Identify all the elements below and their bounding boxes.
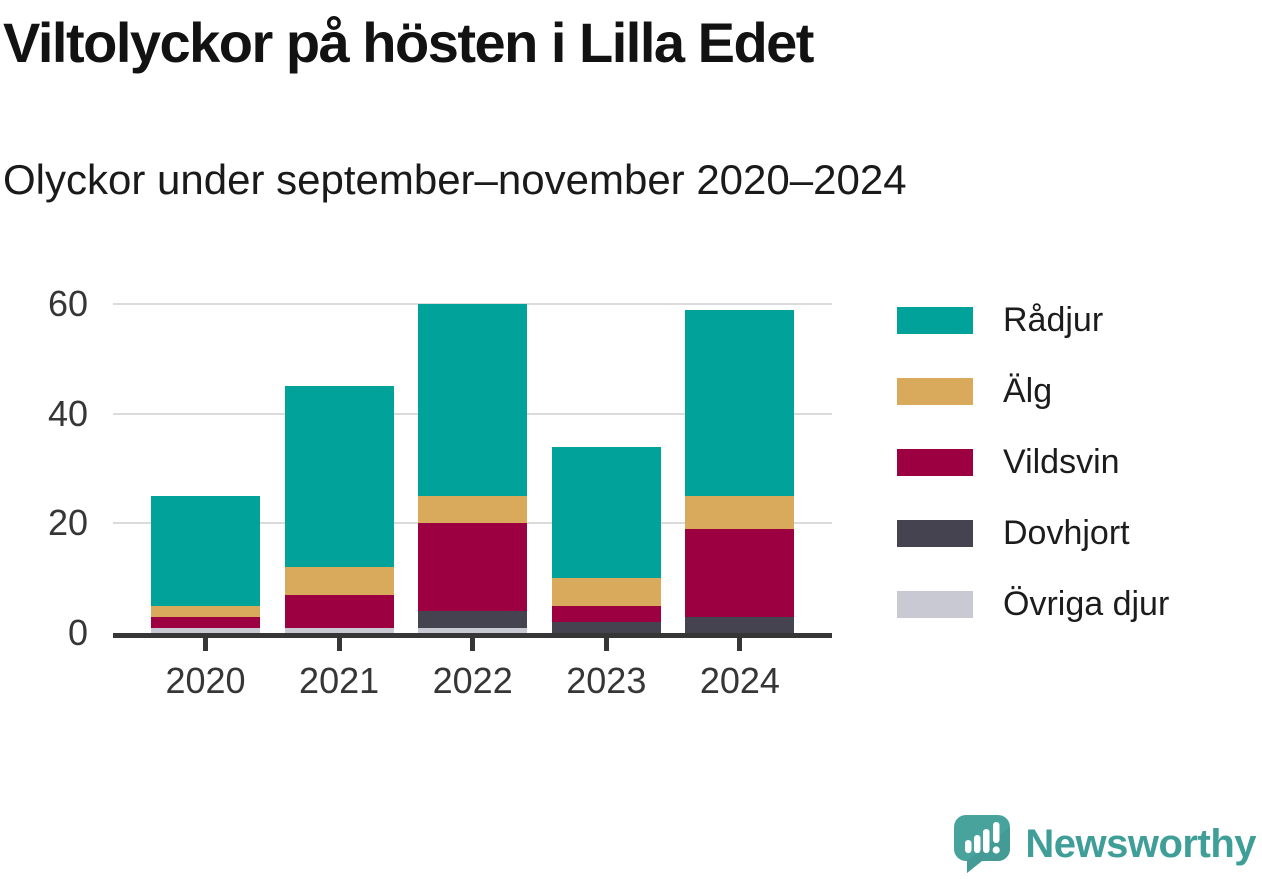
x-axis-tick (203, 638, 208, 651)
bar-segment-2021-Älg[interactable] (284, 567, 394, 595)
y-tick-label: 20 (47, 502, 88, 544)
legend-label: Dovhjort (1003, 514, 1130, 552)
bar-segment-2022-Rådjur[interactable] (418, 304, 528, 496)
bar-segment-2023-Dovhjort[interactable] (551, 622, 661, 633)
chart-subtitle: Olyckor under september–november 2020–20… (3, 156, 907, 203)
legend-item-Vildsvin: Vildsvin (897, 443, 1169, 482)
bar-segment-2024-Rådjur[interactable] (685, 309, 795, 496)
chart-title: Viltolyckor på hösten i Lilla Edet (3, 11, 814, 74)
legend-swatch (897, 520, 973, 547)
legend-swatch (897, 449, 973, 476)
bar-segment-2020-Rådjur[interactable] (151, 495, 260, 606)
bar-segment-2022-Dovhjort[interactable] (418, 611, 528, 628)
legend-label: Älg (1003, 372, 1053, 410)
plot-area (113, 303, 832, 633)
x-tick-label: 2021 (299, 660, 380, 701)
x-axis-tick (470, 638, 476, 651)
bar-segment-2021-Övriga djur[interactable] (284, 627, 394, 633)
legend-item-Rådjur: Rådjur (897, 301, 1169, 340)
bar-segment-2020-Övriga djur[interactable] (151, 627, 260, 633)
bar-segment-2024-Älg[interactable] (685, 495, 795, 529)
bar-segment-2023-Vildsvin[interactable] (551, 605, 661, 623)
x-tick-label: 2020 (165, 660, 246, 701)
x-tick-label: 2023 (566, 660, 647, 701)
x-axis-tick (737, 638, 743, 651)
bar-segment-2021-Rådjur[interactable] (284, 386, 394, 568)
newsworthy-logo-text: Newsworthy (1025, 821, 1256, 866)
bar-segment-2020-Vildsvin[interactable] (151, 616, 260, 628)
y-tick-label: 40 (47, 392, 88, 434)
x-axis-tick (336, 638, 342, 651)
bar-segment-2024-Dovhjort[interactable] (685, 616, 795, 633)
legend-item-Dovhjort: Dovhjort (897, 514, 1169, 553)
legend-swatch (897, 378, 973, 405)
bar-segment-2023-Älg[interactable] (551, 578, 661, 606)
y-tick-label: 0 (67, 612, 88, 653)
bar-segment-2022-Älg[interactable] (418, 495, 528, 524)
legend-label: Övriga djur (1003, 585, 1170, 623)
x-tick-label: 2024 (699, 660, 780, 701)
x-axis-line (113, 633, 832, 638)
y-tick-label: 60 (47, 283, 88, 324)
bar-segment-2021-Vildsvin[interactable] (284, 594, 394, 628)
legend: Rådjur Älg Vildsvin Dovhjort Övriga djur (897, 301, 1169, 624)
newsworthy-logo-icon (953, 814, 1011, 874)
newsworthy-logo[interactable]: Newsworthy (953, 814, 1256, 874)
legend-item-Övriga djur: Övriga djur (897, 585, 1169, 624)
legend-swatch (897, 307, 973, 334)
legend-item-Älg: Älg (897, 372, 1169, 411)
bar-segment-2022-Övriga djur[interactable] (418, 627, 528, 633)
bar-segment-2023-Rådjur[interactable] (551, 446, 661, 579)
bar-segment-2020-Älg[interactable] (151, 605, 260, 617)
x-axis-tick (603, 638, 609, 651)
legend-label: Rådjur (1003, 301, 1104, 339)
x-tick-label: 2022 (432, 660, 513, 701)
bar-segment-2024-Vildsvin[interactable] (685, 528, 795, 617)
legend-label: Vildsvin (1003, 443, 1120, 481)
bar-segment-2022-Vildsvin[interactable] (418, 523, 528, 612)
y-gridline (113, 303, 832, 305)
legend-swatch (897, 591, 973, 618)
